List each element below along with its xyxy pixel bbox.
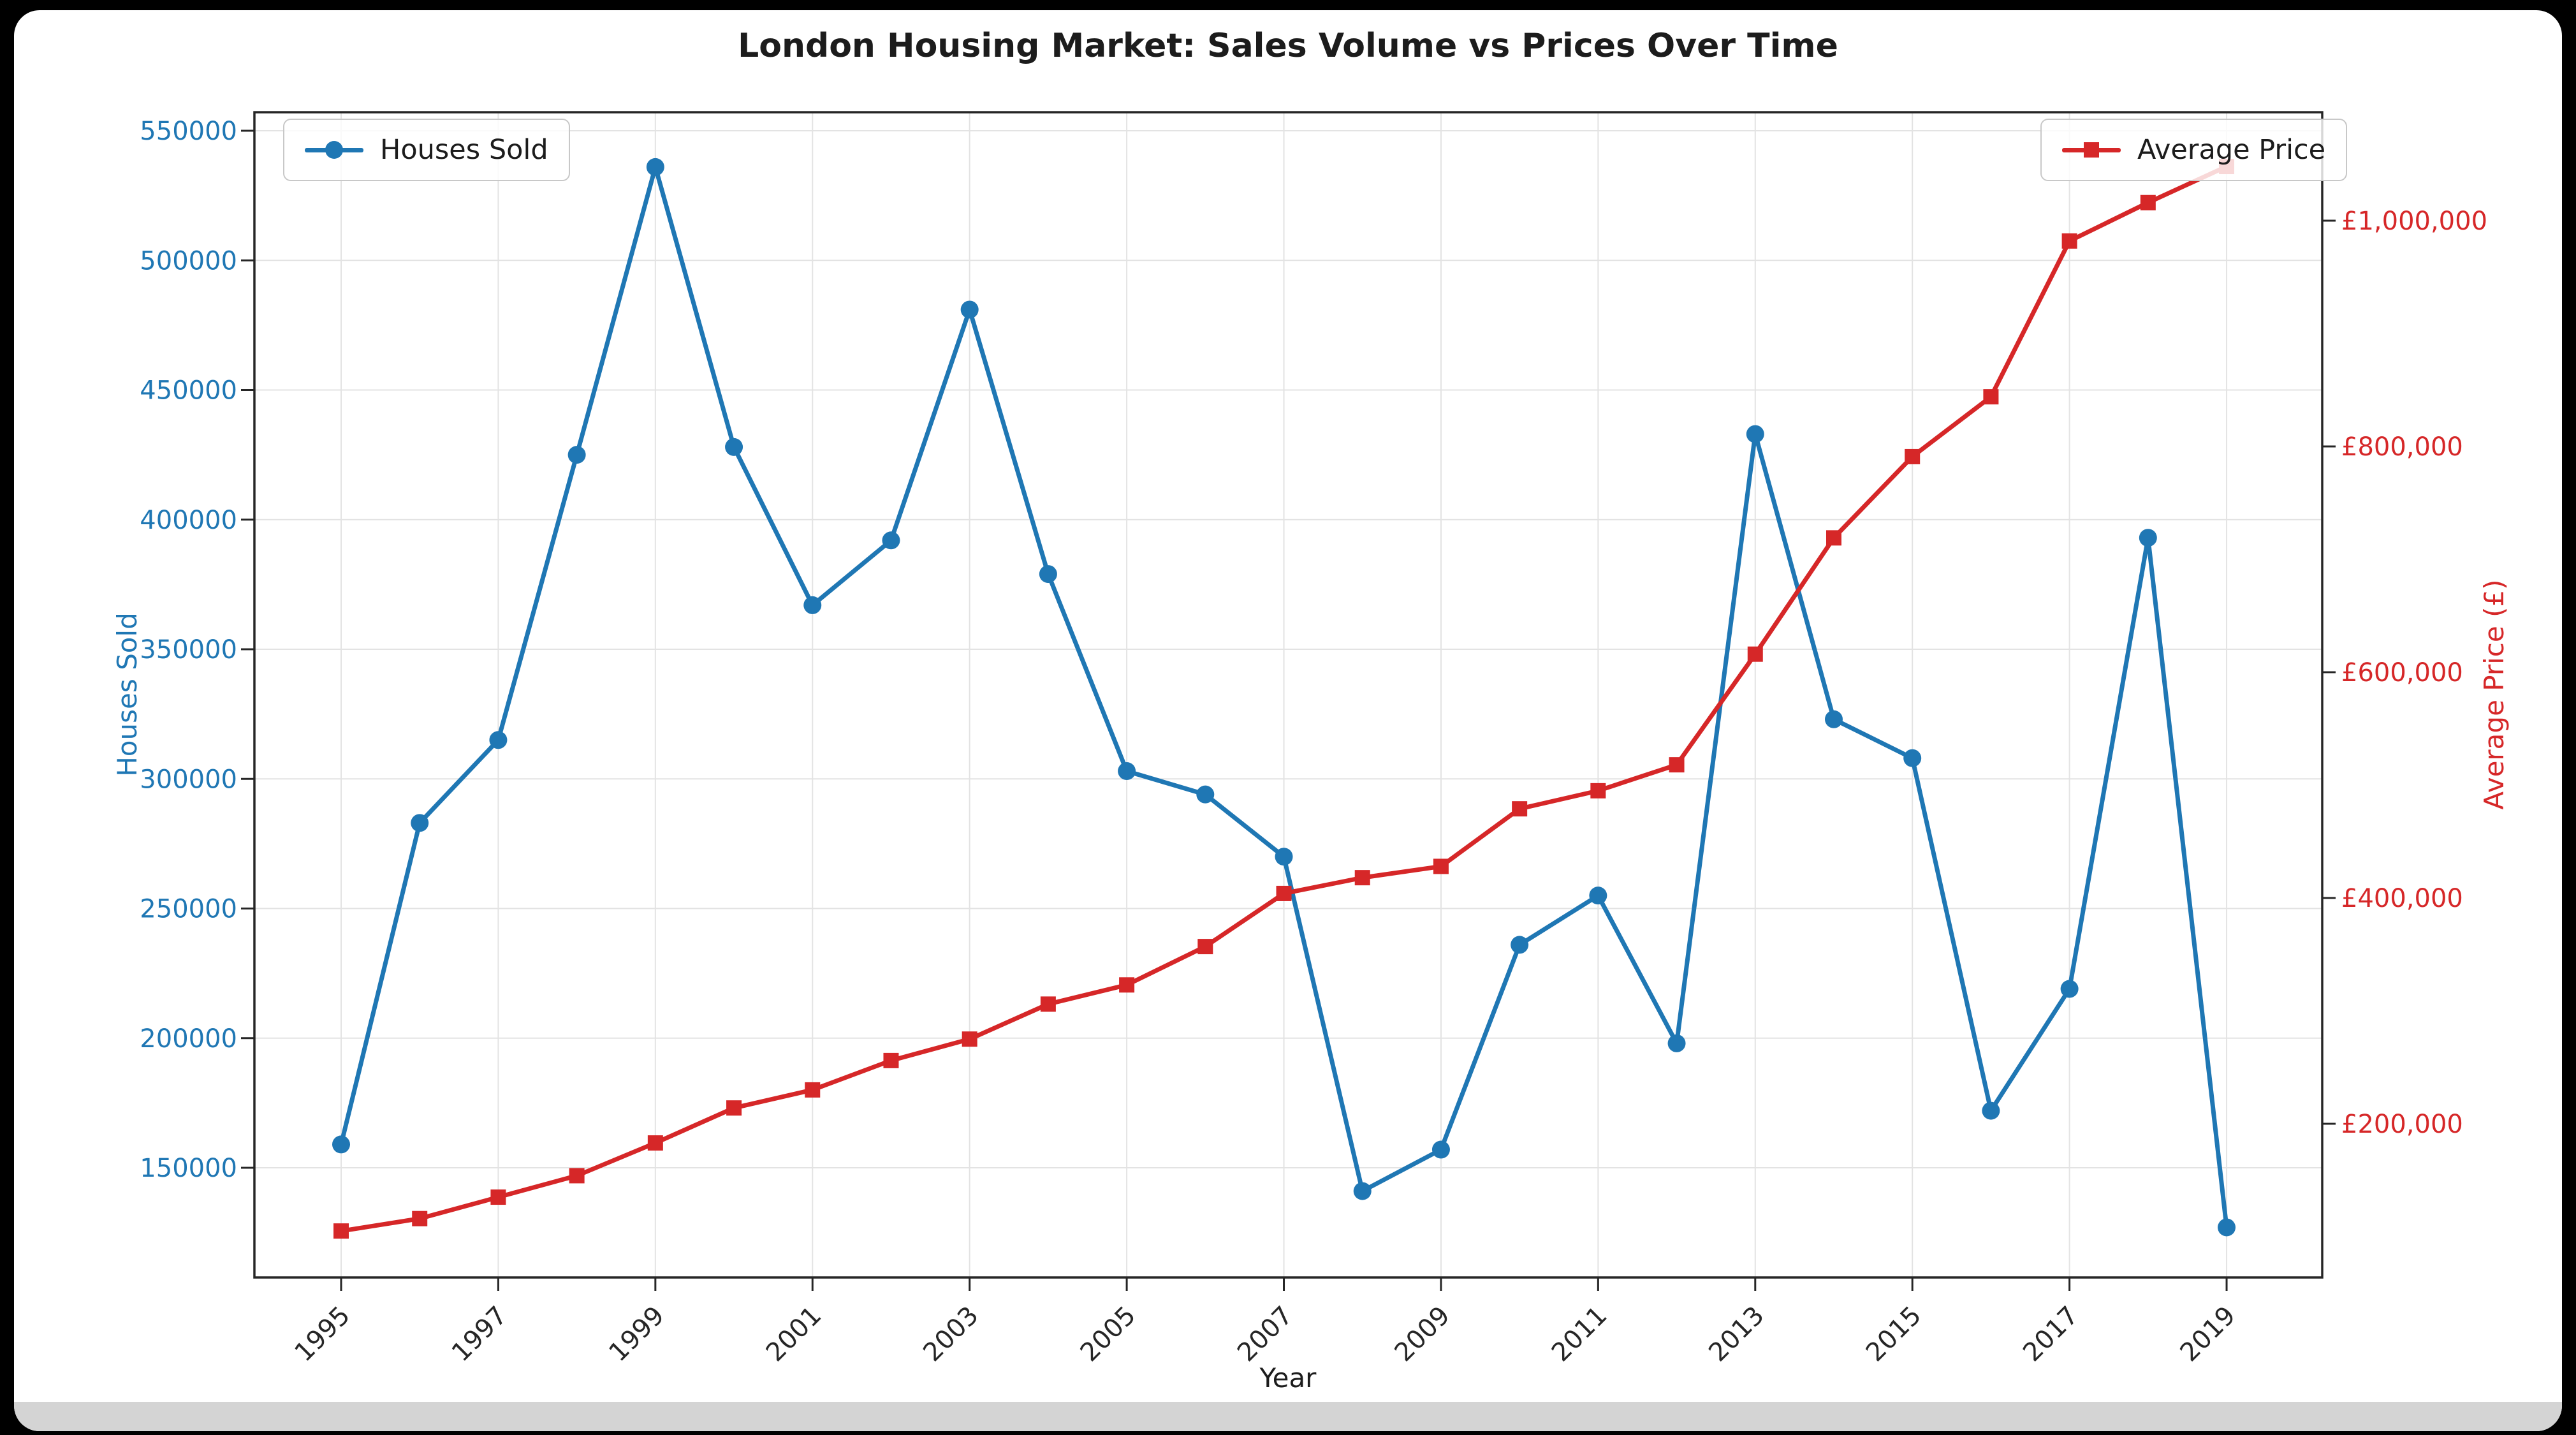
data-point-circle [882, 531, 900, 550]
left-tick-label: 500000 [140, 246, 237, 276]
legend-average-price: Average Price [2040, 119, 2348, 181]
data-point-circle [332, 1135, 350, 1154]
data-point-square [1983, 389, 1999, 405]
data-point-circle [567, 446, 586, 464]
y-axis-label-right: Average Price (£) [2478, 579, 2510, 810]
data-point-square [1826, 530, 1841, 546]
data-point-square [647, 1135, 663, 1151]
data-point-circle [725, 438, 743, 456]
data-point-circle [1511, 936, 1529, 954]
x-tick-label: 2019 [2175, 1301, 2242, 1368]
data-point-circle [1431, 1140, 1450, 1159]
x-tick-label: 1995 [289, 1301, 356, 1368]
left-tick-label: 250000 [140, 895, 237, 924]
x-tick-label: 2015 [1861, 1301, 1928, 1368]
left-tick-label: 200000 [140, 1024, 237, 1054]
data-point-square [412, 1211, 428, 1226]
x-tick-label: 2013 [1703, 1301, 1770, 1368]
x-tick-label: 1997 [446, 1301, 513, 1368]
legend-label-houses-sold: Houses Sold [380, 134, 548, 166]
data-point-circle [1903, 749, 1922, 767]
data-point-circle [1353, 1182, 1372, 1200]
left-tick-label: 400000 [140, 506, 237, 535]
legend-label-average-price: Average Price [2137, 134, 2326, 166]
data-point-circle [960, 300, 979, 319]
right-tick-label: £600,000 [2341, 658, 2463, 688]
data-point-circle [1589, 887, 1607, 905]
legend-houses-sold: Houses Sold [283, 119, 570, 181]
data-point-square [1276, 885, 1292, 901]
legend-line-red [2062, 142, 2121, 158]
data-point-square [883, 1052, 899, 1068]
data-point-square [1669, 757, 1685, 773]
right-tick-label: £200,000 [2341, 1110, 2463, 1139]
data-point-circle [1667, 1034, 1686, 1052]
data-point-square [569, 1168, 585, 1184]
left-tick-label: 450000 [140, 376, 237, 406]
data-point-square [962, 1031, 977, 1047]
left-tick-label: 150000 [140, 1154, 237, 1183]
data-point-square [1119, 977, 1135, 993]
x-tick-label: 2007 [1232, 1301, 1299, 1368]
x-tick-label: 2017 [2017, 1301, 2084, 1368]
data-point-circle [1196, 785, 1215, 804]
data-point-square [2061, 233, 2077, 249]
data-point-circle [411, 814, 429, 832]
data-point-circle [1746, 425, 1764, 443]
x-tick-label: 2005 [1075, 1301, 1142, 1368]
data-point-circle [2060, 980, 2079, 998]
data-point-square [726, 1100, 742, 1116]
right-tick-label: £1,000,000 [2341, 207, 2487, 236]
data-point-square [1354, 870, 1370, 886]
data-point-circle [646, 158, 664, 176]
data-point-square [1197, 939, 1213, 955]
y-axis-label-left: Houses Sold [112, 612, 143, 777]
left-tick-label: 300000 [140, 765, 237, 794]
square-marker-icon [2084, 142, 2099, 158]
data-point-square [1747, 646, 1763, 662]
data-point-square [1040, 996, 1056, 1012]
x-tick-label: 2001 [761, 1301, 828, 1368]
figure-background [14, 10, 2562, 1431]
chart-title: London Housing Market: Sales Volume vs P… [738, 27, 1838, 65]
data-point-circle [1039, 565, 1057, 584]
data-point-circle [1824, 710, 1843, 728]
data-point-square [1512, 801, 1528, 817]
data-point-square [490, 1189, 506, 1205]
data-point-circle [803, 596, 822, 614]
data-point-square [805, 1082, 821, 1098]
bottom-bar [14, 1402, 2562, 1431]
data-point-circle [1118, 762, 1136, 781]
data-point-circle [2139, 529, 2157, 547]
data-point-circle [1982, 1101, 2000, 1120]
left-tick-label: 350000 [140, 635, 237, 665]
data-point-square [1905, 448, 1921, 464]
data-point-circle [489, 731, 508, 749]
x-tick-label: 2009 [1389, 1301, 1456, 1368]
legend-line-blue [305, 141, 363, 159]
data-point-square [2140, 195, 2156, 210]
circle-marker-icon [325, 141, 343, 159]
data-point-circle [2218, 1218, 2236, 1237]
data-point-circle [1275, 848, 1293, 866]
right-tick-label: £400,000 [2341, 884, 2463, 913]
x-tick-label: 1999 [603, 1301, 670, 1368]
x-tick-label: 2011 [1546, 1301, 1613, 1368]
left-tick-label: 550000 [140, 117, 237, 146]
right-tick-label: £800,000 [2341, 432, 2463, 462]
data-point-square [1433, 858, 1449, 874]
x-tick-label: 2003 [918, 1301, 984, 1368]
data-point-square [1590, 783, 1606, 798]
data-point-square [333, 1223, 349, 1239]
axes-spines [253, 111, 2324, 1279]
x-axis-label: Year [1259, 1362, 1317, 1394]
